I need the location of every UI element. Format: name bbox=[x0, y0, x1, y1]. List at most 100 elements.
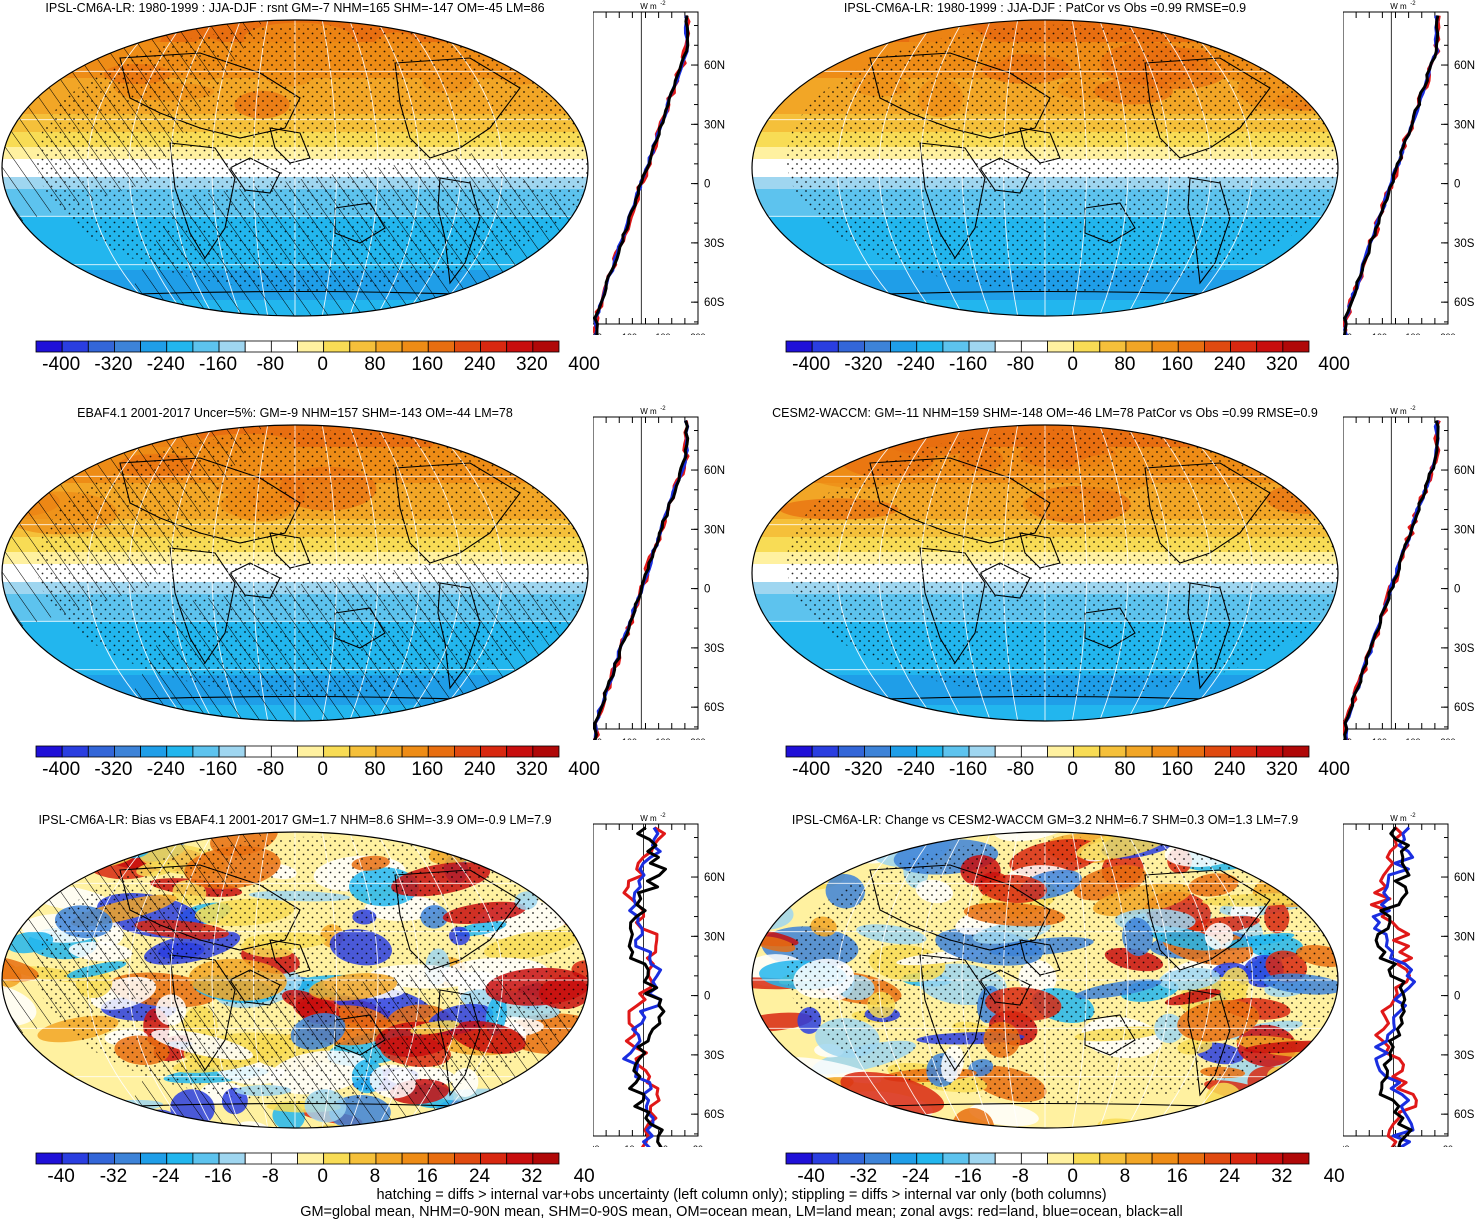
panel-title: IPSL-CM6A-LR: 1980-1999 : JJA-DJF : rsnt… bbox=[45, 1, 545, 15]
colorbar-tick-label: -320 bbox=[844, 354, 883, 375]
world-map bbox=[751, 19, 1339, 317]
latitude-label: 30N bbox=[1454, 931, 1475, 943]
latitude-label: 60S bbox=[1454, 702, 1475, 714]
world-map bbox=[1, 831, 589, 1129]
svg-text:-2: -2 bbox=[1410, 1, 1416, 7]
panel-title: IPSL-CM6A-LR: 1980-1999 : JJA-DJF : PatC… bbox=[843, 1, 1247, 15]
latitude-label: 60N bbox=[1454, 465, 1475, 477]
zonal-tick-label: -300 bbox=[593, 332, 602, 335]
zonal-tick-label: -100 bbox=[1369, 332, 1387, 335]
colorbar-tick-label: 240 bbox=[1213, 759, 1246, 780]
zonal-average-plot: 60N 30N 0 30S 60S W m-2 -300 -100 100 300 bbox=[1343, 1, 1475, 335]
colorbar-tick-label: 8 bbox=[369, 1166, 381, 1187]
colorbar-tick-label: -24 bbox=[902, 1166, 930, 1187]
colorbar-tick-label: -8 bbox=[1011, 1166, 1029, 1187]
colorbar-labels: -40 -32 -24 -16 -8 0 8 16 24 32 40 bbox=[35, 1166, 594, 1190]
colorbar-tick-label: 16 bbox=[1166, 1166, 1188, 1187]
colorbar-tick-label: 320 bbox=[1265, 354, 1298, 375]
panel-title: IPSL-CM6A-LR: Change vs CESM2-WACCM GM=3… bbox=[791, 813, 1299, 827]
colorbar-tick-label: 80 bbox=[1114, 354, 1136, 375]
colorbar-tick-label: 320 bbox=[515, 354, 548, 375]
colorbar-tick-label: 32 bbox=[521, 1166, 543, 1187]
colorbar-tick-label: -160 bbox=[199, 759, 238, 780]
zonal-tick-label: 30 bbox=[693, 1144, 703, 1147]
latitude-label: 30S bbox=[1454, 238, 1475, 250]
colorbar bbox=[785, 1152, 1310, 1165]
world-map bbox=[751, 831, 1339, 1129]
latitude-label: 60S bbox=[1454, 297, 1475, 309]
zonal-unit-label: W m bbox=[1390, 407, 1407, 416]
colorbar-tick-label: 80 bbox=[364, 759, 386, 780]
latitude-label: 60N bbox=[1454, 872, 1475, 884]
latitude-label: 60N bbox=[704, 465, 725, 477]
colorbar-tick-label: -40 bbox=[797, 1166, 825, 1187]
world-map bbox=[1, 19, 589, 317]
colorbar-tick-label: -320 bbox=[94, 759, 133, 780]
colorbar bbox=[35, 340, 560, 353]
all-zonal-line bbox=[593, 420, 690, 740]
colorbar-tick-label: -32 bbox=[99, 1166, 128, 1187]
zonal-tick-label: 10 bbox=[658, 1144, 668, 1147]
colorbar-tick-label: -80 bbox=[256, 354, 285, 375]
all-zonal-line bbox=[1374, 826, 1413, 1147]
latitude-label: 0 bbox=[704, 584, 710, 596]
colorbar-tick-label: 80 bbox=[1114, 759, 1136, 780]
latitude-label: 0 bbox=[1454, 991, 1460, 1003]
panel-title: CESM2-WACCM: GM=-11 NHM=159 SHM=-148 OM=… bbox=[772, 406, 1318, 420]
colorbar-tick-label: -320 bbox=[844, 759, 883, 780]
colorbar-tick-label: -80 bbox=[1006, 759, 1035, 780]
ocean-zonal-line bbox=[1371, 826, 1416, 1147]
zonal-tick-label: -60 bbox=[1343, 1144, 1350, 1147]
colorbar-tick-label: 0 bbox=[1067, 759, 1078, 780]
latitude-label: 60N bbox=[704, 872, 725, 884]
colorbar-tick-label: -80 bbox=[1006, 354, 1035, 375]
colorbar-tick-label: 80 bbox=[364, 354, 386, 375]
zonal-unit-label: W m bbox=[640, 814, 657, 823]
colorbar-labels: -400 -320 -240 -160 -80 0 80 160 240 320 400 bbox=[35, 354, 600, 378]
zonal-unit-label: W m bbox=[640, 2, 657, 11]
colorbar-tick-label: -160 bbox=[949, 354, 988, 375]
colorbar bbox=[785, 340, 1310, 353]
latitude-label: 30S bbox=[1454, 643, 1475, 655]
zonal-tick-label: -300 bbox=[1343, 737, 1352, 740]
colorbar-tick-label: 0 bbox=[1067, 1166, 1078, 1187]
colorbar-tick-label: 400 bbox=[568, 759, 600, 780]
colorbar-tick-label: 40 bbox=[1323, 1166, 1345, 1187]
colorbar-tick-label: -40 bbox=[47, 1166, 75, 1187]
colorbar-tick-label: -32 bbox=[849, 1166, 878, 1187]
zonal-unit-label: W m bbox=[1390, 2, 1407, 11]
colorbar-tick-label: 400 bbox=[1318, 354, 1350, 375]
colorbar-tick-label: 400 bbox=[568, 354, 600, 375]
latitude-label: 30N bbox=[704, 524, 725, 536]
svg-text:-2: -2 bbox=[1410, 813, 1416, 819]
colorbar-tick-label: -240 bbox=[146, 354, 185, 375]
latitude-label: 0 bbox=[1454, 584, 1460, 596]
latitude-label: 60S bbox=[704, 702, 725, 714]
svg-text:-2: -2 bbox=[660, 406, 666, 412]
latitude-label: 0 bbox=[704, 991, 710, 1003]
world-map bbox=[1, 424, 589, 722]
colorbar-tick-label: -24 bbox=[152, 1166, 180, 1187]
latitude-label: 30N bbox=[704, 931, 725, 943]
zonal-tick-label: -300 bbox=[1343, 332, 1352, 335]
svg-text:-2: -2 bbox=[660, 813, 666, 819]
panel-ebaf-obs: EBAF4.1 2001-2017 Uncer=5%: GM=-9 NHM=15… bbox=[0, 405, 735, 795]
all-zonal-line bbox=[1343, 420, 1440, 740]
colorbar-tick-label: 160 bbox=[1161, 759, 1194, 780]
latitude-label: 30S bbox=[704, 238, 725, 250]
zonal-tick-label: -100 bbox=[619, 737, 637, 740]
zonal-tick-label: -300 bbox=[593, 737, 602, 740]
colorbar bbox=[35, 1152, 560, 1165]
land-zonal-line bbox=[1369, 826, 1418, 1147]
all-zonal-line bbox=[593, 15, 690, 335]
colorbar-tick-label: 160 bbox=[1161, 354, 1194, 375]
colorbar bbox=[785, 745, 1310, 758]
zonal-tick-label: 300 bbox=[1440, 332, 1455, 335]
zonal-tick-label: 100 bbox=[1405, 332, 1420, 335]
panel-change-vs-cesm2: IPSL-CM6A-LR: Change vs CESM2-WACCM GM=3… bbox=[750, 812, 1483, 1202]
colorbar-tick-label: 160 bbox=[411, 759, 444, 780]
latitude-label: 60N bbox=[1454, 60, 1475, 72]
zonal-average-plot: 60N 30N 0 30S 60S W m-2 -30 -10 10 30 bbox=[593, 813, 725, 1147]
land-zonal-line bbox=[622, 826, 666, 1147]
zonal-tick-label: 100 bbox=[655, 737, 670, 740]
